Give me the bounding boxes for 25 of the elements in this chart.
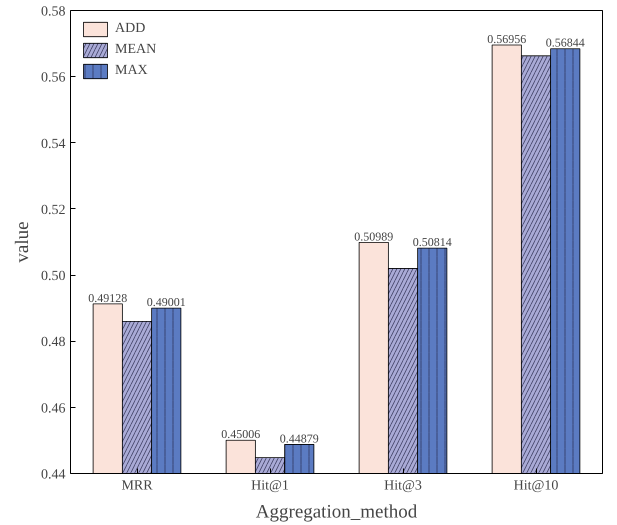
data-label: 0.45006 xyxy=(221,427,260,442)
legend-label: MAX xyxy=(115,63,148,79)
y-tick-label: 0.44 xyxy=(41,468,66,482)
y-tick-label: 0.54 xyxy=(41,136,66,152)
x-axis-title: Aggregation_method xyxy=(256,502,418,522)
data-label: 0.56956 xyxy=(487,32,526,46)
data-label: 0.50814 xyxy=(412,235,452,250)
legend-label: ADD xyxy=(115,21,146,37)
x-tick-label: Hit@10 xyxy=(514,478,558,494)
data-label: 0.49128 xyxy=(88,290,128,305)
y-tick-label: 0.48 xyxy=(41,335,66,350)
y-tick-label: 0.52 xyxy=(41,202,66,218)
data-label: 0.49001 xyxy=(146,295,186,310)
data-label: 0.50989 xyxy=(354,229,394,244)
y-tick-label: 0.56 xyxy=(41,70,66,86)
x-tick-label: Hit@1 xyxy=(251,478,289,494)
legend-label: MEAN xyxy=(115,42,156,58)
x-tick-label: MRR xyxy=(121,478,154,494)
y-tick-label: 0.58 xyxy=(41,4,66,20)
y-tick-label: 0.50 xyxy=(41,269,66,284)
data-label: 0.56844 xyxy=(546,36,585,50)
y-tick-label: 0.46 xyxy=(41,401,66,416)
data-label: 0.44879 xyxy=(280,431,319,446)
y-axis-title: value xyxy=(12,221,33,263)
x-tick-label: Hit@3 xyxy=(384,478,422,494)
